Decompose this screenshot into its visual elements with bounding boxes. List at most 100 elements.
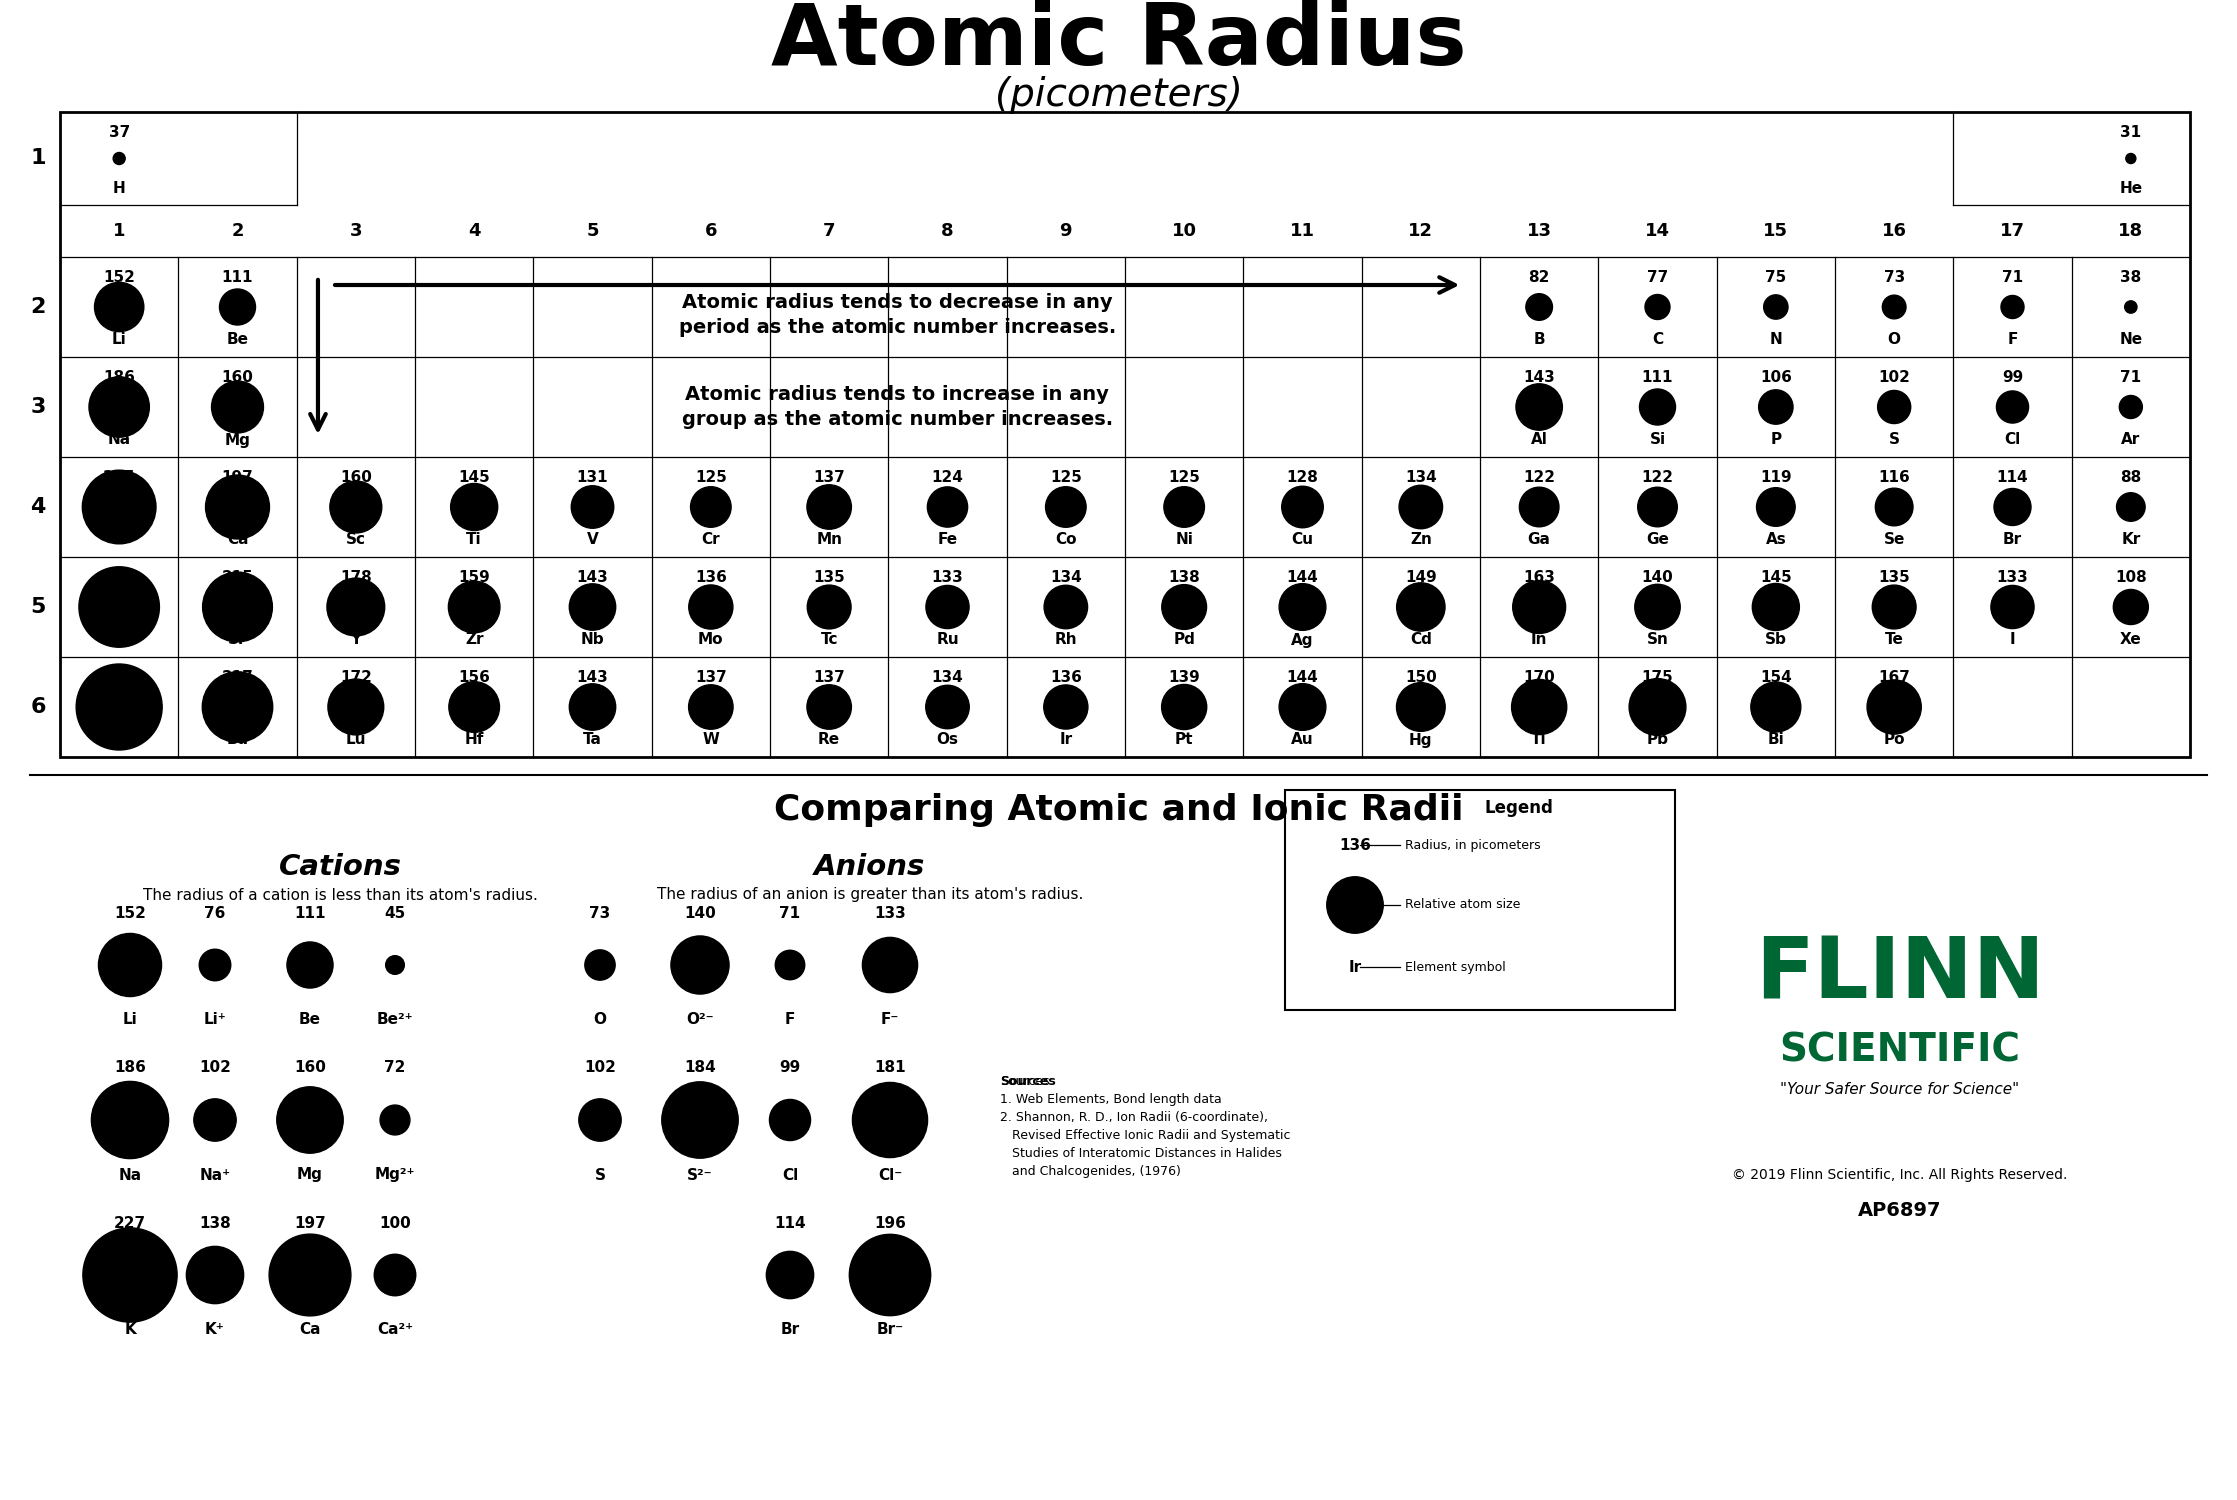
Text: 145: 145 — [459, 470, 490, 484]
Text: Ne: Ne — [2118, 333, 2143, 348]
Text: 4: 4 — [468, 222, 481, 240]
Circle shape — [850, 1234, 931, 1316]
Text: Comparing Atomic and Ionic Radii: Comparing Atomic and Ionic Radii — [774, 794, 1463, 826]
Text: 178: 178 — [340, 570, 371, 585]
Circle shape — [92, 1082, 168, 1158]
Circle shape — [1758, 390, 1794, 424]
Text: Br: Br — [781, 1323, 799, 1338]
Text: Ca: Ca — [226, 532, 248, 548]
Bar — [1284, 790, 1676, 1010]
Circle shape — [206, 476, 268, 538]
Text: 3: 3 — [349, 222, 362, 240]
Text: 181: 181 — [875, 1060, 906, 1076]
Circle shape — [1872, 585, 1917, 628]
Text: Fe: Fe — [937, 532, 957, 548]
Circle shape — [770, 1100, 810, 1140]
Text: 135: 135 — [814, 570, 846, 585]
Circle shape — [83, 1228, 177, 1322]
Text: 102: 102 — [1879, 369, 1910, 384]
Text: Be: Be — [300, 1013, 320, 1028]
Circle shape — [808, 585, 850, 628]
Circle shape — [76, 664, 161, 750]
Circle shape — [1991, 585, 2033, 628]
Circle shape — [1752, 682, 1801, 732]
Text: Sources: Sources — [1000, 1076, 1056, 1088]
Text: Ni: Ni — [1174, 532, 1192, 548]
Text: Cl: Cl — [2004, 432, 2020, 447]
Text: 38: 38 — [2121, 270, 2141, 285]
Circle shape — [926, 686, 969, 729]
Text: 71: 71 — [778, 906, 801, 921]
Text: Te: Te — [1886, 633, 1904, 648]
Text: Kr: Kr — [2121, 532, 2141, 548]
Text: K⁺: K⁺ — [206, 1323, 226, 1338]
Bar — [60, 112, 2190, 758]
Text: 45: 45 — [385, 906, 405, 921]
Text: 125: 125 — [1049, 470, 1083, 484]
Text: Xe: Xe — [2121, 633, 2141, 648]
Text: Se: Se — [1884, 532, 1906, 548]
Text: 125: 125 — [1168, 470, 1199, 484]
Text: Relative atom size: Relative atom size — [1405, 898, 1521, 912]
Circle shape — [1637, 488, 1678, 526]
Text: Ge: Ge — [1646, 532, 1669, 548]
Text: Sr: Sr — [228, 633, 246, 648]
Circle shape — [1512, 680, 1566, 735]
Text: 136: 136 — [1049, 669, 1083, 684]
Text: 111: 111 — [1642, 369, 1673, 384]
Circle shape — [570, 486, 613, 528]
Text: B: B — [1532, 333, 1546, 348]
Text: S: S — [1888, 432, 1899, 447]
Text: 5: 5 — [586, 222, 600, 240]
Circle shape — [329, 482, 383, 532]
Text: 159: 159 — [459, 570, 490, 585]
Text: 82: 82 — [1528, 270, 1550, 285]
Circle shape — [1517, 384, 1561, 430]
Text: 77: 77 — [1646, 270, 1669, 285]
Text: Be: Be — [226, 333, 248, 348]
Text: Atomic radius tends to increase in any
group as the atomic number increases.: Atomic radius tends to increase in any g… — [682, 386, 1112, 429]
Text: 137: 137 — [814, 669, 846, 684]
Text: 99: 99 — [2002, 369, 2022, 384]
Text: F⁻: F⁻ — [881, 1013, 899, 1028]
Text: 75: 75 — [1765, 270, 1787, 285]
Text: Tc: Tc — [821, 633, 839, 648]
Text: 140: 140 — [685, 906, 716, 921]
Text: 108: 108 — [2114, 570, 2148, 585]
Text: 227: 227 — [114, 1215, 145, 1230]
Text: 17: 17 — [2000, 222, 2024, 240]
Text: 76: 76 — [204, 906, 226, 921]
Circle shape — [450, 681, 499, 732]
Circle shape — [2125, 153, 2136, 164]
Text: 1: 1 — [112, 222, 125, 240]
Circle shape — [78, 567, 159, 646]
Text: Au: Au — [1291, 732, 1313, 747]
Text: 8: 8 — [942, 222, 953, 240]
Text: 10: 10 — [1172, 222, 1197, 240]
Text: © 2019 Flinn Scientific, Inc. All Rights Reserved.: © 2019 Flinn Scientific, Inc. All Rights… — [1731, 1168, 2067, 1182]
Text: 186: 186 — [114, 1060, 145, 1076]
Text: 11: 11 — [1291, 222, 1315, 240]
Text: Cl: Cl — [783, 1167, 799, 1182]
Text: Li: Li — [112, 333, 128, 348]
Text: 124: 124 — [931, 470, 964, 484]
Text: Bi: Bi — [1767, 732, 1785, 747]
Text: 149: 149 — [1405, 570, 1436, 585]
Text: 197: 197 — [221, 470, 253, 484]
Circle shape — [1161, 585, 1206, 630]
Text: Legend: Legend — [1485, 800, 1552, 818]
Circle shape — [662, 1082, 738, 1158]
Text: 133: 133 — [1998, 570, 2029, 585]
Text: 6: 6 — [31, 698, 45, 717]
Text: H: H — [112, 182, 125, 196]
Text: 12: 12 — [1409, 222, 1434, 240]
Text: Zr: Zr — [465, 633, 483, 648]
Text: 71: 71 — [2002, 270, 2022, 285]
Circle shape — [808, 484, 852, 530]
Text: 37: 37 — [110, 124, 130, 140]
Text: The radius of an anion is greater than its atom's radius.: The radius of an anion is greater than i… — [658, 888, 1083, 903]
Circle shape — [1280, 584, 1327, 630]
Text: Mo: Mo — [698, 633, 723, 648]
Text: 167: 167 — [1879, 669, 1910, 684]
Circle shape — [450, 483, 497, 531]
